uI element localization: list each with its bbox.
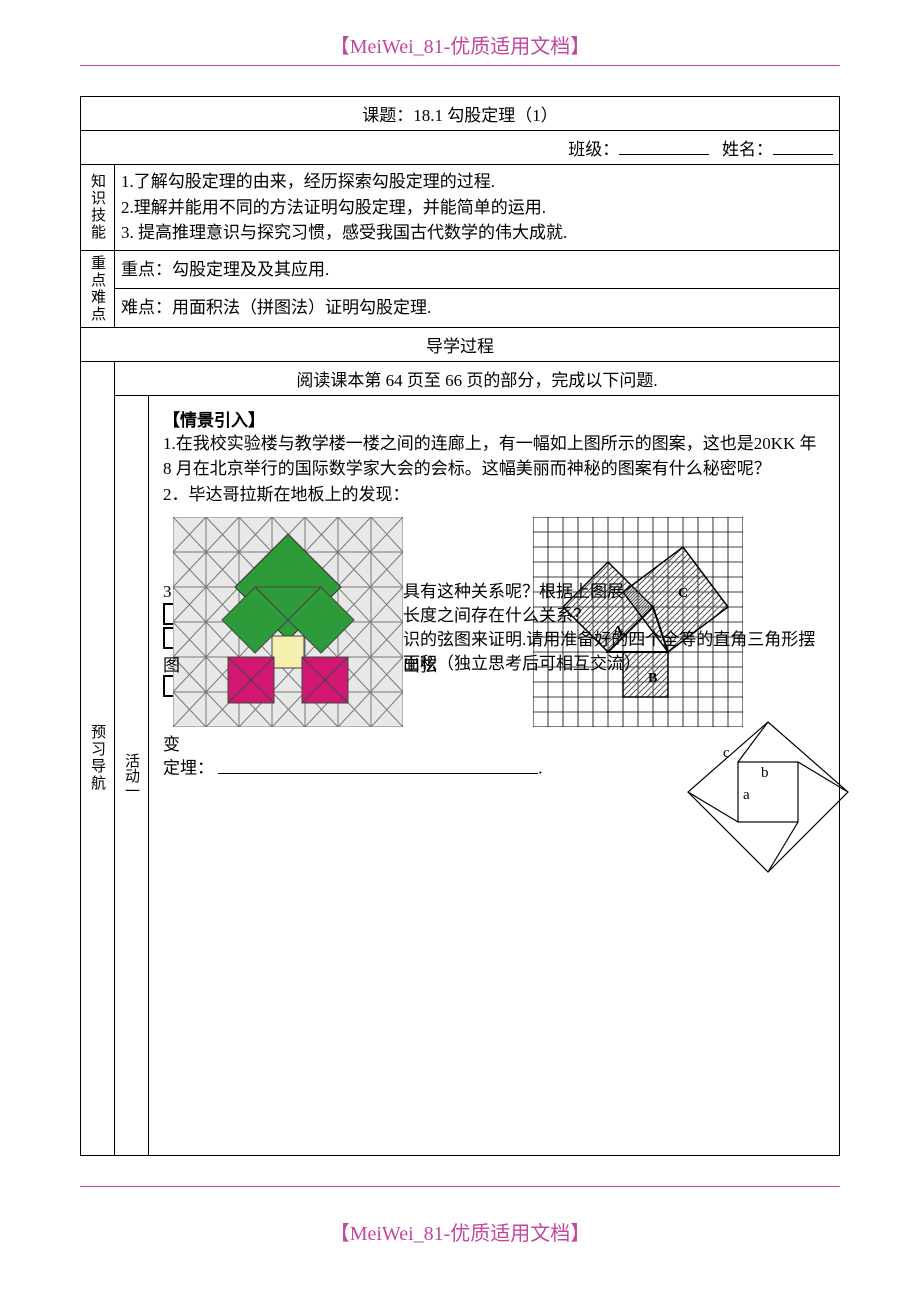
page-footer: 【MeiWei_81-优质适用文档】	[80, 1217, 840, 1246]
q3-line-1: 具有这种关系呢？根据上图展	[403, 579, 753, 605]
class-label: 班级：	[568, 140, 619, 159]
name-label: 姓名：	[722, 140, 773, 159]
label-knowledge: 知识技能	[81, 165, 115, 251]
conclusion-line: 定埋： .	[163, 755, 543, 781]
knowledge-item-3: 3. 提高推理意识与探究习惯，感受我国古代数学的伟大成就.	[121, 220, 833, 246]
lesson-title-cell: 课题：18.1 勾股定理（1）	[81, 97, 840, 131]
bracket-1	[163, 603, 177, 625]
page-header: 【MeiWei_81-优质适用文档】	[80, 30, 840, 59]
keypoint-cell: 重点：勾股定理及及其应用.	[115, 250, 840, 289]
conclusion-a: 变	[163, 732, 180, 758]
knowledge-item-2: 2.理解并能用不同的方法证明勾股定理，并能简单的运用.	[121, 195, 833, 221]
name-blank	[773, 136, 833, 155]
figures-container: A B C	[163, 517, 825, 767]
conclusion-b: 定埋：	[163, 759, 214, 778]
footer-rule	[80, 1186, 840, 1187]
reading-cell: 阅读课本第 64 页至 66 页的部分，完成以下问题.	[115, 361, 840, 395]
bracket-2: 图	[163, 651, 180, 676]
header-rule	[80, 65, 840, 66]
tri-label-a: a	[743, 787, 750, 803]
knowledge-item-1: 1.了解勾股定理的由来，经历探索勾股定理的过程.	[121, 169, 833, 195]
tile-pattern-figure	[173, 517, 403, 727]
q3-number: 3	[163, 579, 172, 605]
q3-line-2: 长度之间存在什么关系？	[403, 603, 753, 629]
scenario-p1: 1.在我校实验楼与教学楼一楼之间的连廊上，有一幅如上图所示的图案，这也是20KK…	[163, 431, 825, 482]
difficulty-cell: 难点：用面积法（拼图法）证明勾股定理.	[115, 289, 840, 328]
knowledge-cell: 1.了解勾股定理的由来，经历探索勾股定理的过程. 2.理解并能用不同的方法证明勾…	[115, 165, 840, 251]
q3-line-4: 面积（独立思考后可相互交流）	[403, 651, 753, 677]
bracket-3	[163, 627, 177, 649]
xian-figure: c b a	[683, 717, 853, 877]
label-keypoints: 重点难点	[81, 250, 115, 327]
bracket-4	[163, 675, 177, 697]
process-header: 导学过程	[81, 327, 840, 361]
tri-label-c: c	[723, 745, 730, 761]
activity-content: 【情景引入】 1.在我校实验楼与教学楼一楼之间的连廊上，有一幅如上图所示的图案，…	[149, 395, 840, 1155]
label-preview: 预习导航	[81, 361, 115, 1155]
class-name-cell: 班级： 姓名：	[81, 131, 840, 165]
class-blank	[619, 136, 709, 155]
lesson-table: 课题：18.1 勾股定理（1） 班级： 姓名： 知识技能 1.了解勾股定理的由来…	[80, 96, 840, 1156]
scenario-p2: 2．毕达哥拉斯在地板上的发现：	[163, 482, 825, 508]
tri-label-b: b	[761, 765, 769, 781]
label-activity: 活动一	[115, 395, 149, 1155]
scenario-head: 【情景引入】	[163, 406, 825, 431]
conclusion-blank	[218, 755, 538, 774]
